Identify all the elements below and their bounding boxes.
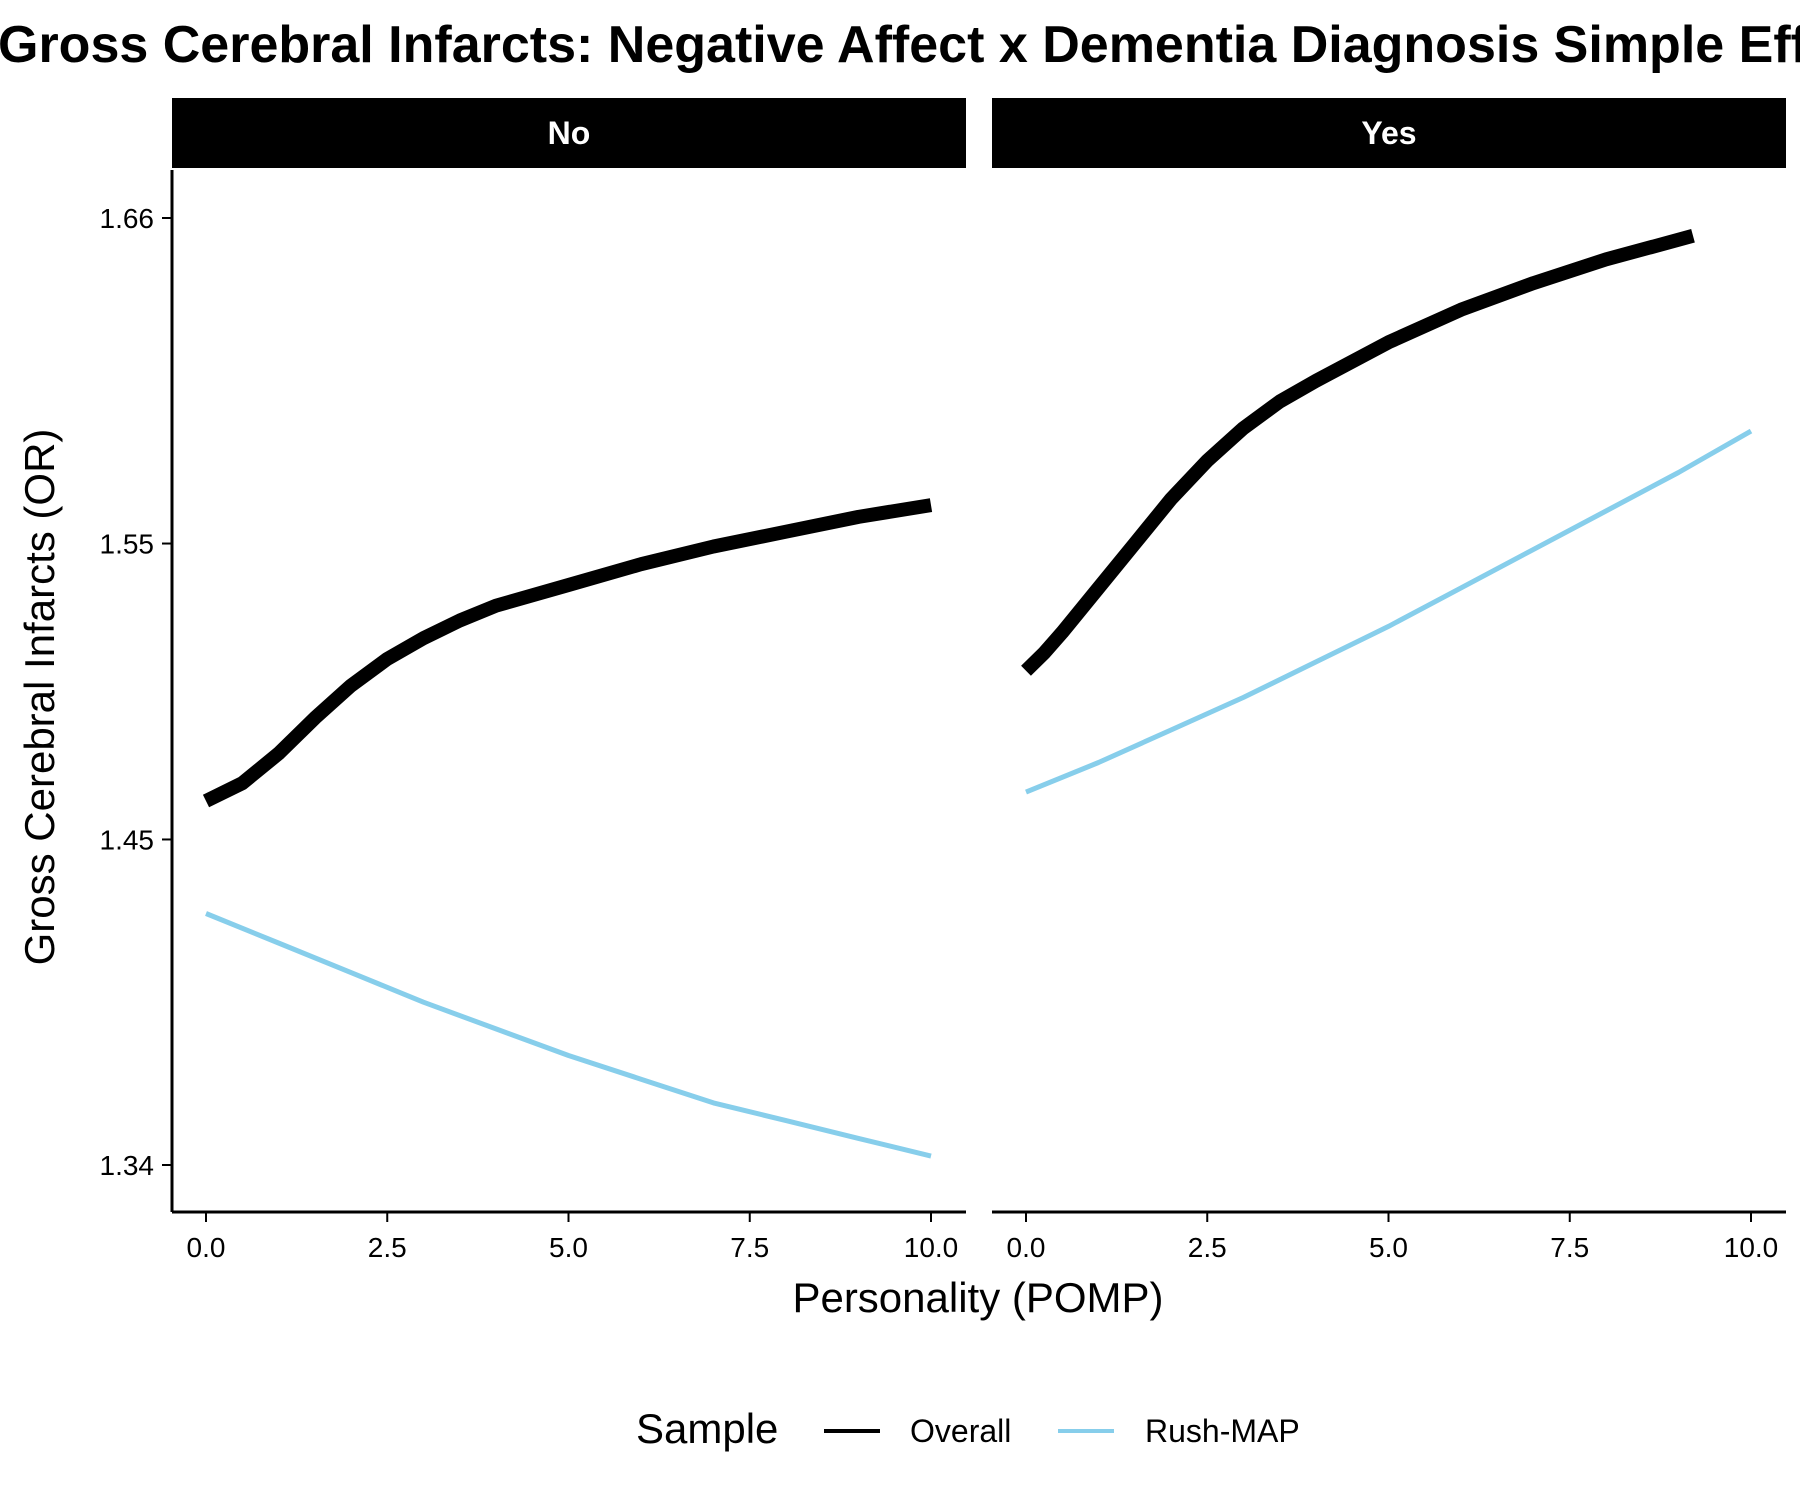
x-axis-title: Personality (POMP) xyxy=(792,1274,1163,1321)
y-tick-label: 1.34 xyxy=(100,1150,155,1181)
facet-strip xyxy=(992,98,1786,168)
legend-label-overall: Overall xyxy=(910,1413,1011,1449)
x-tick-label: 10.0 xyxy=(1724,1232,1779,1263)
legend-title: Sample xyxy=(636,1405,778,1452)
x-tick-label: 7.5 xyxy=(730,1232,769,1263)
y-axis: 1.34 1.45 1.55 1.66 xyxy=(100,170,174,1212)
legend-label-rush-map: Rush-MAP xyxy=(1145,1413,1300,1449)
x-tick-label: 2.5 xyxy=(368,1232,407,1263)
chart-title: Gross Cerebral Infarcts: Negative Affect… xyxy=(0,16,1800,74)
panel-no: No 0.0 2.5 5.0 7.5 10.0 xyxy=(172,98,966,1263)
series-line-rush-map xyxy=(205,911,932,1159)
x-tick-label: 5.0 xyxy=(549,1232,588,1263)
x-tick-label: 7.5 xyxy=(1550,1232,1589,1263)
y-axis-title: Gross Cerebral Infarcts (OR) xyxy=(16,429,63,966)
panel-yes: Yes 0.0 2.5 5.0 7.5 10.0 xyxy=(992,98,1786,1263)
x-tick-label: 0.0 xyxy=(187,1232,226,1263)
series-line-overall xyxy=(202,498,933,808)
facet-strip-label: No xyxy=(548,115,591,151)
x-tick-label: 5.0 xyxy=(1369,1232,1408,1263)
y-tick-label: 1.55 xyxy=(100,529,155,560)
panels: No 0.0 2.5 5.0 7.5 10.0 Yes 0.0 2.5 5.0 7.5 10.0 xyxy=(172,98,1786,1263)
facet-strip-label: Yes xyxy=(1361,115,1416,151)
series-line-overall xyxy=(1021,229,1695,676)
series-line-rush-map xyxy=(1025,428,1753,795)
facet-strip xyxy=(172,98,966,168)
x-tick-label: 0.0 xyxy=(1007,1232,1046,1263)
x-tick-label: 10.0 xyxy=(904,1232,959,1263)
legend: Sample Overall Rush-MAP xyxy=(636,1405,1300,1452)
x-tick-label: 2.5 xyxy=(1188,1232,1227,1263)
y-tick-label: 1.45 xyxy=(100,824,155,855)
y-tick-label: 1.66 xyxy=(100,203,155,234)
